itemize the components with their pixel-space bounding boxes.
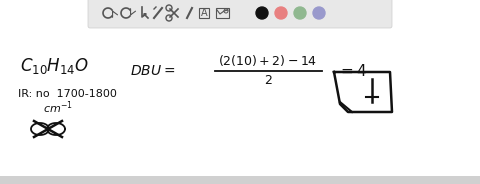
Text: $2$: $2$	[264, 75, 272, 88]
Text: $C_{10}H_{14}O$: $C_{10}H_{14}O$	[21, 56, 90, 76]
Text: $(2(10)+2)-14$: $(2(10)+2)-14$	[218, 54, 318, 68]
Text: A: A	[201, 8, 207, 18]
FancyBboxPatch shape	[88, 0, 392, 28]
FancyBboxPatch shape	[0, 176, 480, 184]
Circle shape	[294, 7, 306, 19]
Circle shape	[275, 7, 287, 19]
Circle shape	[313, 7, 325, 19]
Text: $cm^{-1}$: $cm^{-1}$	[43, 100, 73, 116]
Text: IR: no  1700-1800: IR: no 1700-1800	[18, 89, 117, 99]
Text: $DBU=$: $DBU=$	[130, 64, 175, 78]
Text: $= 4$: $= 4$	[338, 63, 368, 79]
Circle shape	[256, 7, 268, 19]
